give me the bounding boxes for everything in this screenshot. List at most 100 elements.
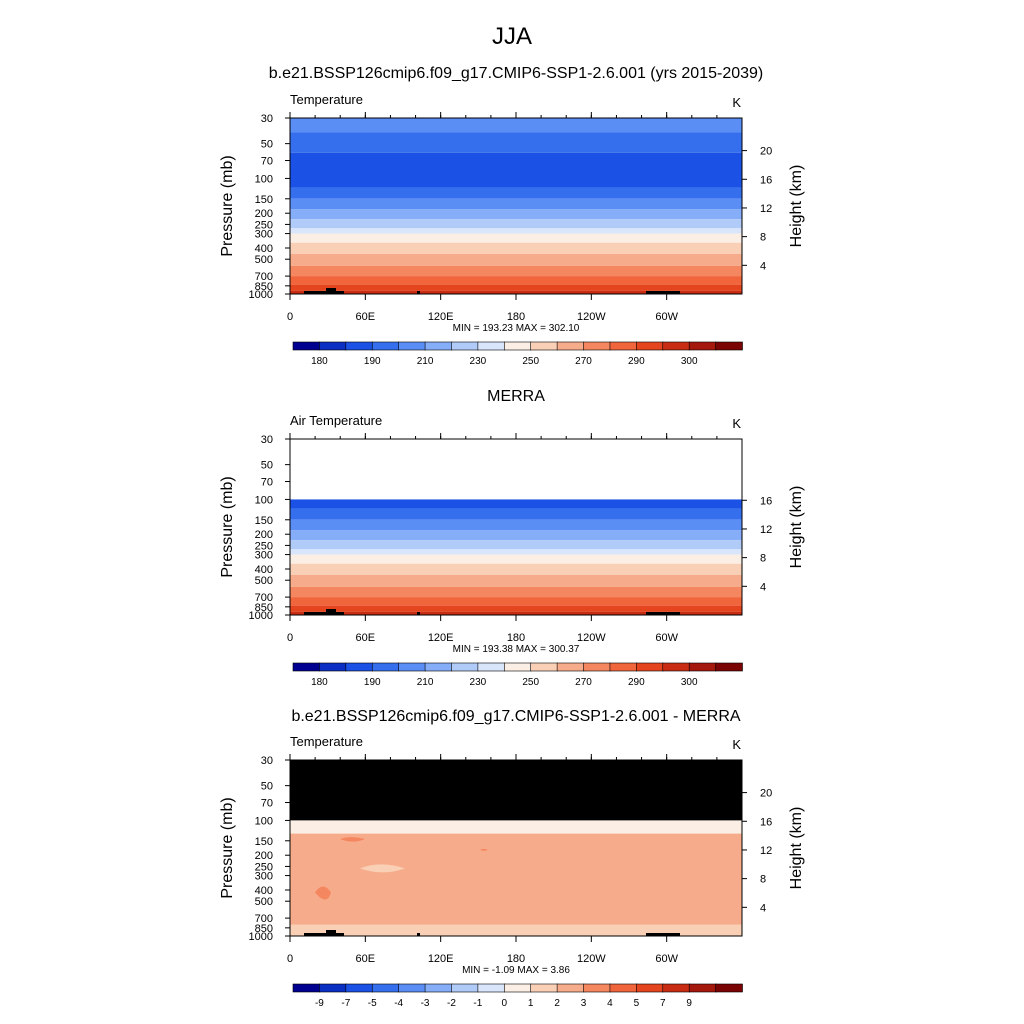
y-tick-label: 850: [255, 281, 273, 293]
y-tick-label: 50: [261, 781, 273, 793]
y-right-tick-label: 20: [760, 788, 772, 800]
y-tick-label: 300: [255, 871, 273, 883]
contour-band: [340, 837, 365, 842]
topography: [326, 930, 336, 936]
contour-band: [290, 233, 742, 243]
contour-band: [290, 924, 742, 936]
x-tick-label: 180: [507, 632, 525, 644]
y-right-axis-label: Height (km): [788, 165, 805, 248]
y-tick-label: 200: [255, 850, 273, 862]
y-tick-label: 400: [255, 885, 273, 897]
contour-band: [290, 597, 742, 606]
colorbar-label: 300: [681, 677, 698, 688]
contour-band: [290, 219, 742, 229]
contour-band: [290, 118, 742, 133]
y-right-tick-label: 16: [760, 174, 772, 186]
y-tick-label: 1000: [249, 610, 273, 622]
contour-band: [290, 611, 742, 615]
y-tick-label: 250: [255, 219, 273, 231]
colorbar-swatch: [345, 983, 374, 993]
colorbar-swatch: [609, 662, 638, 672]
colorbar-swatch: [715, 662, 743, 672]
y-tick-label: 50: [261, 460, 273, 472]
x-tick-label: 60E: [356, 953, 376, 965]
y-tick-label: 100: [255, 815, 273, 827]
contour-band: [290, 284, 742, 291]
units-label: K: [732, 95, 741, 110]
colorbar-swatch: [424, 341, 453, 351]
colorbar-label: 190: [364, 356, 381, 367]
contour-band: [360, 864, 405, 873]
colorbar-swatch: [530, 341, 558, 351]
y-tick-label: 700: [255, 271, 273, 283]
colorbar-swatch: [662, 662, 690, 672]
x-tick-label: 120E: [428, 953, 454, 965]
contour-band: [290, 519, 742, 531]
colorbar-swatch: [319, 983, 347, 993]
y-tick-label: 200: [255, 208, 273, 220]
units-label: K: [732, 416, 741, 431]
colorbar-label: -4: [394, 998, 403, 1009]
x-tick-label: 60W: [655, 311, 678, 323]
contour-band: [290, 820, 742, 834]
topography: [304, 291, 344, 294]
colorbar-swatch: [371, 662, 400, 672]
panel-2: Air Temperature K305070100150200250300400…: [219, 413, 805, 688]
y-tick-label: 500: [255, 254, 273, 266]
y-tick-label: 30: [261, 434, 273, 446]
colorbar-swatch: [688, 341, 717, 351]
contour-band: [290, 265, 742, 277]
y-tick-label: 150: [255, 194, 273, 206]
colorbar-swatch: [398, 983, 426, 993]
contour-band: [290, 760, 742, 821]
x-tick-label: 120E: [428, 632, 454, 644]
colorbar-swatch: [477, 662, 506, 672]
y-tick-label: 400: [255, 243, 273, 255]
topography: [326, 288, 336, 294]
y-tick-label: 500: [255, 896, 273, 908]
stats-text: MIN = -1.09 MAX = 3.86: [462, 965, 570, 976]
panel-3-title: b.e21.BSSP126cmip6.f09_g17.CMIP6-SSP1-2.…: [291, 708, 740, 725]
colorbar-swatch: [319, 662, 347, 672]
colorbar-swatch: [503, 341, 532, 351]
contour-band: [290, 187, 742, 199]
y-tick-label: 150: [255, 836, 273, 848]
y-tick-label: 30: [261, 755, 273, 767]
colorbar-label: 7: [660, 998, 666, 1009]
contour-band: [480, 848, 488, 851]
colorbar-swatch: [583, 662, 611, 672]
x-tick-label: 0: [287, 311, 293, 323]
y-tick-label: 700: [255, 592, 273, 604]
colorbar-swatch: [345, 662, 374, 672]
colorbar-label: 230: [470, 677, 487, 688]
colorbar-swatch: [371, 983, 400, 993]
topography: [304, 612, 344, 615]
colorbar-label: 180: [311, 356, 328, 367]
contour-band: [290, 508, 742, 520]
colorbar-label: 230: [470, 356, 487, 367]
colorbar-swatch: [503, 983, 532, 993]
x-tick-label: 180: [507, 311, 525, 323]
colorbar-label: 2: [554, 998, 560, 1009]
colorbar-swatch: [715, 983, 743, 993]
x-tick-label: 60E: [356, 311, 376, 323]
y-tick-label: 850: [255, 923, 273, 935]
y-right-tick-label: 4: [760, 902, 766, 914]
y-right-tick-label: 12: [760, 203, 772, 215]
panel-subtitle: Temperature: [290, 734, 363, 749]
topography: [417, 612, 420, 615]
colorbar-label: 180: [311, 677, 328, 688]
colorbar-label: -9: [315, 998, 324, 1009]
colorbar-label: 9: [686, 998, 692, 1009]
x-tick-label: 120W: [577, 311, 606, 323]
y-tick-label: 70: [261, 798, 273, 810]
contour-band: [315, 886, 331, 900]
contour-band: [290, 574, 742, 587]
colorbar-swatch: [556, 983, 585, 993]
contour-band: [290, 253, 742, 266]
contour-band: [290, 228, 742, 234]
colorbar-swatch: [477, 341, 506, 351]
y-right-tick-label: 12: [760, 524, 772, 536]
colorbar-swatch: [662, 341, 690, 351]
